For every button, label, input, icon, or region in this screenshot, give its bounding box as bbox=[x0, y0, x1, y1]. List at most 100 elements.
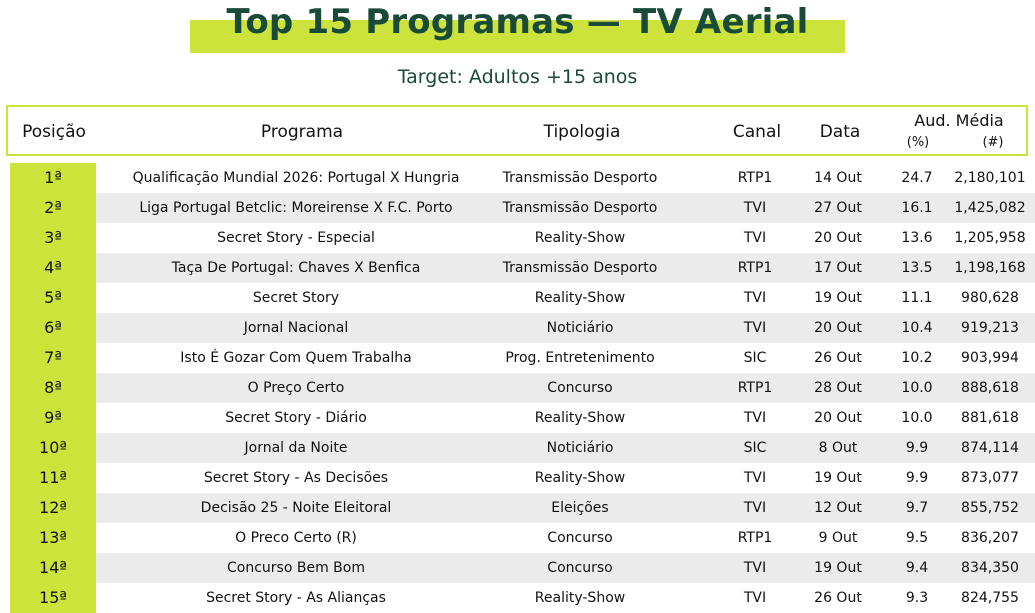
cell-data: 20 Out bbox=[814, 230, 862, 246]
cell-aud-pct: 10.2 bbox=[901, 350, 933, 366]
header-aud-num: (#) bbox=[982, 135, 1004, 150]
cell-data: 9 Out bbox=[818, 530, 858, 546]
cell-canal: TVI bbox=[743, 230, 767, 246]
cell-aud-pct: 9.5 bbox=[905, 530, 929, 546]
cell-programa: Jornal da Noite bbox=[244, 440, 348, 456]
cell-posicao: 15ª bbox=[10, 583, 96, 613]
table-row: 10ª Jornal da Noite Noticiário SIC 8 Out 9.9 8… bbox=[0, 433, 1035, 463]
cell-aud-num: 874,114 bbox=[961, 440, 1019, 456]
cell-tipologia: Transmissão Desporto bbox=[502, 260, 658, 276]
cell-programa: Secret Story bbox=[252, 290, 340, 306]
cell-data: 14 Out bbox=[814, 170, 862, 186]
cell-canal: TVI bbox=[743, 200, 767, 216]
cell-tipologia: Transmissão Desporto bbox=[502, 200, 658, 216]
cell-tipologia: Reality-Show bbox=[534, 470, 626, 486]
cell-data: 27 Out bbox=[814, 200, 862, 216]
title-block: Top 15 Programas — TV Aerial bbox=[190, 0, 845, 53]
cell-aud-num: 2,180,101 bbox=[954, 170, 1026, 186]
table-row: 1ª Qualificação Mundial 2026: Portugal X … bbox=[0, 163, 1035, 193]
table-row: 14ª Concurso Bem Bom Concurso TVI 19 Out 9.4 8… bbox=[0, 553, 1035, 583]
cell-canal: TVI bbox=[743, 500, 767, 516]
cell-aud-pct: 13.6 bbox=[901, 230, 933, 246]
cell-aud-num: 881,618 bbox=[961, 410, 1019, 426]
cell-tipologia: Concurso bbox=[547, 380, 613, 396]
cell-tipologia: Prog. Entretenimento bbox=[505, 350, 655, 366]
cell-programa: Jornal Nacional bbox=[243, 320, 349, 336]
cell-posicao: 5ª bbox=[10, 283, 96, 313]
cell-programa: Isto É Gozar Com Quem Trabalha bbox=[180, 350, 412, 366]
cell-canal: TVI bbox=[743, 320, 767, 336]
row-background bbox=[96, 373, 1035, 403]
table-row: 9ª Secret Story - Diário Reality-Show TVI 20… bbox=[0, 403, 1035, 433]
header-posicao: Posição bbox=[22, 122, 86, 142]
cell-data: 28 Out bbox=[814, 380, 862, 396]
row-background bbox=[96, 253, 1035, 283]
cell-data: 17 Out bbox=[814, 260, 862, 276]
row-background bbox=[96, 193, 1035, 223]
cell-aud-num: 1,205,958 bbox=[954, 230, 1026, 246]
cell-posicao: 13ª bbox=[10, 523, 96, 553]
cell-canal: RTP1 bbox=[737, 260, 773, 276]
page-subtitle: Target: Adultos +15 anos bbox=[397, 66, 638, 88]
cell-programa: Qualificação Mundial 2026: Portugal X Hu… bbox=[132, 170, 460, 186]
cell-data: 26 Out bbox=[814, 590, 862, 606]
cell-aud-pct: 16.1 bbox=[901, 200, 933, 216]
cell-tipologia: Concurso bbox=[547, 560, 613, 576]
cell-posicao: 9ª bbox=[10, 403, 96, 433]
cell-aud-num: 836,207 bbox=[961, 530, 1019, 546]
cell-aud-num: 1,425,082 bbox=[954, 200, 1026, 216]
cell-tipologia: Reality-Show bbox=[534, 590, 626, 606]
cell-canal: TVI bbox=[743, 590, 767, 606]
cell-data: 19 Out bbox=[814, 560, 862, 576]
cell-aud-num: 873,077 bbox=[961, 470, 1019, 486]
cell-data: 12 Out bbox=[814, 500, 862, 516]
cell-programa: Secret Story - As Alianças bbox=[206, 590, 386, 606]
cell-aud-pct: 9.7 bbox=[905, 500, 929, 516]
cell-programa: Secret Story - Especial bbox=[217, 230, 375, 246]
table-row: 6ª Jornal Nacional Noticiário TVI 20 Out 10.4… bbox=[0, 313, 1035, 343]
cell-aud-pct: 13.5 bbox=[901, 260, 933, 276]
cell-posicao: 10ª bbox=[10, 433, 96, 463]
table-row: 7ª Isto É Gozar Com Quem Trabalha Prog. En… bbox=[0, 343, 1035, 373]
cell-aud-pct: 9.4 bbox=[905, 560, 929, 576]
header-canal: Canal bbox=[732, 122, 782, 142]
cell-posicao: 8ª bbox=[10, 373, 96, 403]
cell-programa: Secret Story - Diário bbox=[225, 410, 367, 426]
cell-tipologia: Reality-Show bbox=[534, 290, 626, 306]
cell-aud-num: 1,198,168 bbox=[954, 260, 1026, 276]
cell-aud-pct: 10.0 bbox=[901, 380, 933, 396]
cell-data: 8 Out bbox=[818, 440, 858, 456]
cell-tipologia: Transmissão Desporto bbox=[502, 170, 658, 186]
cell-aud-num: 903,994 bbox=[961, 350, 1019, 366]
cell-aud-pct: 9.9 bbox=[905, 440, 929, 456]
cell-canal: TVI bbox=[743, 470, 767, 486]
table-row: 13ª O Preco Certo (R) Concurso RTP1 9 Out 9.5… bbox=[0, 523, 1035, 553]
cell-posicao: 3ª bbox=[10, 223, 96, 253]
page-title: Top 15 Programas — TV Aerial bbox=[226, 2, 809, 42]
cell-posicao: 6ª bbox=[10, 313, 96, 343]
table-row: 15ª Secret Story - As Alianças Reality-Sho… bbox=[0, 583, 1035, 613]
cell-aud-num: 834,350 bbox=[961, 560, 1019, 576]
cell-posicao: 11ª bbox=[10, 463, 96, 493]
table-header: Posição Programa Tipologia Canal Data Au… bbox=[6, 105, 1028, 156]
cell-tipologia: Noticiário bbox=[546, 320, 614, 336]
cell-data: 20 Out bbox=[814, 410, 862, 426]
cell-canal: RTP1 bbox=[737, 380, 773, 396]
cell-aud-num: 888,618 bbox=[961, 380, 1019, 396]
header-programa: Programa bbox=[260, 122, 344, 142]
cell-canal: TVI bbox=[743, 410, 767, 426]
cell-programa: Liga Portugal Betclic: Moreirense X F.C.… bbox=[139, 200, 453, 216]
cell-posicao: 7ª bbox=[10, 343, 96, 373]
table-row: 12ª Decisão 25 - Noite Eleitoral Eleições T… bbox=[0, 493, 1035, 523]
header-tipologia: Tipologia bbox=[543, 122, 621, 142]
cell-canal: SIC bbox=[743, 350, 767, 366]
cell-programa: O Preço Certo bbox=[247, 380, 345, 396]
cell-programa: Secret Story - As Decisões bbox=[203, 470, 389, 486]
cell-programa: Decisão 25 - Noite Eleitoral bbox=[200, 500, 392, 516]
cell-tipologia: Noticiário bbox=[546, 440, 614, 456]
cell-canal: TVI bbox=[743, 560, 767, 576]
cell-aud-pct: 11.1 bbox=[901, 290, 933, 306]
title-highlight-bar bbox=[190, 20, 845, 53]
cell-canal: SIC bbox=[743, 440, 767, 456]
row-background bbox=[96, 553, 1035, 583]
